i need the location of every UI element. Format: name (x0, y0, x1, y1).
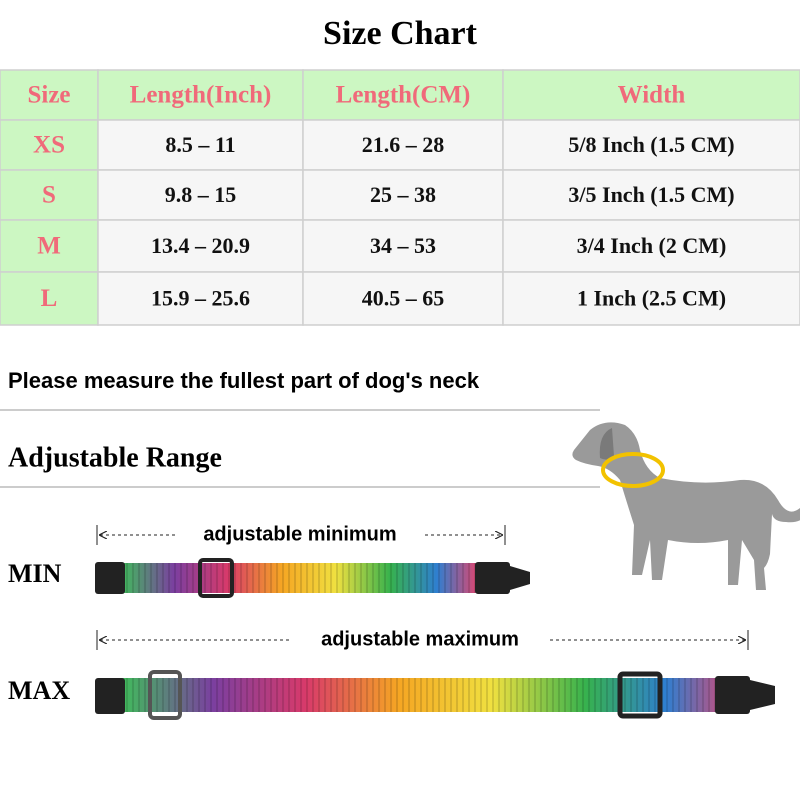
column-header: Size (27, 82, 70, 109)
table-cell (502, 219, 800, 273)
table-cell (502, 119, 800, 171)
table-cell (502, 271, 800, 326)
table-text: 3/5 Inch (1.5 CM) (568, 182, 734, 207)
table-text: 21.6 – 28 (362, 132, 445, 157)
size-table: Size Length(Inch) Length(CM) Width XS 8.5 – 1… (0, 69, 800, 326)
table-cell (502, 169, 800, 221)
table-text: L (41, 285, 58, 312)
table-text: 15.9 – 25.6 (151, 286, 250, 311)
max-caption: adjustable maximum (321, 628, 519, 650)
collar-max (95, 670, 775, 720)
max-label: MAX (8, 676, 70, 705)
section-title: Adjustable Range (8, 442, 222, 473)
collar-min (95, 558, 530, 598)
table-text: 3/4 Inch (2 CM) (577, 233, 727, 258)
note: Please measure the fullest part of dog's… (8, 368, 480, 393)
table-text: M (37, 233, 61, 260)
table-text: 34 – 53 (370, 233, 436, 258)
table-text: 9.8 – 15 (165, 182, 237, 207)
dog-illustration (572, 422, 800, 590)
table-cell (97, 69, 304, 121)
table-cell (302, 119, 504, 171)
table-text: S (42, 182, 56, 209)
table-cell (97, 271, 304, 326)
column-header: Length(Inch) (130, 82, 272, 109)
table-text: 8.5 – 11 (165, 132, 235, 157)
table-text: 40.5 – 65 (362, 286, 445, 311)
table-text: 25 – 38 (370, 182, 436, 207)
min-label: MIN (8, 559, 62, 588)
neck-marker (601, 452, 665, 488)
table-text: 1 Inch (2.5 CM) (577, 286, 726, 311)
table-cell (0, 271, 99, 326)
table-cell (302, 219, 504, 273)
table-cell (0, 219, 99, 273)
column-header: Length(CM) (336, 82, 471, 109)
table-cell (0, 119, 99, 171)
min-caption: adjustable minimum (203, 523, 396, 545)
table-text: 13.4 – 20.9 (151, 233, 250, 258)
table-text: XS (33, 132, 65, 159)
table-cell (97, 119, 304, 171)
table-text: 5/8 Inch (1.5 CM) (568, 132, 734, 157)
column-header: Width (618, 82, 686, 109)
table-cell (302, 271, 504, 326)
title: Size Chart (323, 15, 478, 52)
